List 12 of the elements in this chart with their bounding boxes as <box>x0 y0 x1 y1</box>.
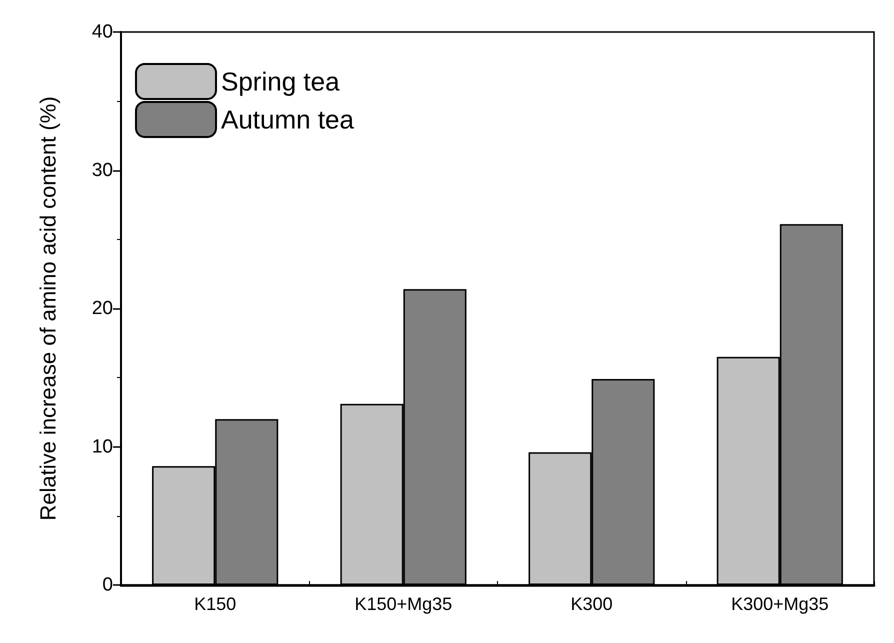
x-tick-label: K150+Mg35 <box>354 594 452 614</box>
y-tick-label: 40 <box>92 22 113 42</box>
legend-label: Autumn tea <box>221 104 355 134</box>
legend-label: Spring tea <box>221 66 340 96</box>
y-tick-label: 20 <box>92 298 113 319</box>
x-tick-label: K300+Mg35 <box>731 594 829 614</box>
y-tick-label: 10 <box>92 436 113 458</box>
y-axis-title: Relative increase of amino acid content (%) <box>36 96 60 521</box>
y-tick-label: 0 <box>102 574 113 596</box>
x-tick-label: K150 <box>194 594 236 614</box>
x-tick-label: K300 <box>570 594 613 614</box>
y-tick-label: 30 <box>92 160 113 181</box>
